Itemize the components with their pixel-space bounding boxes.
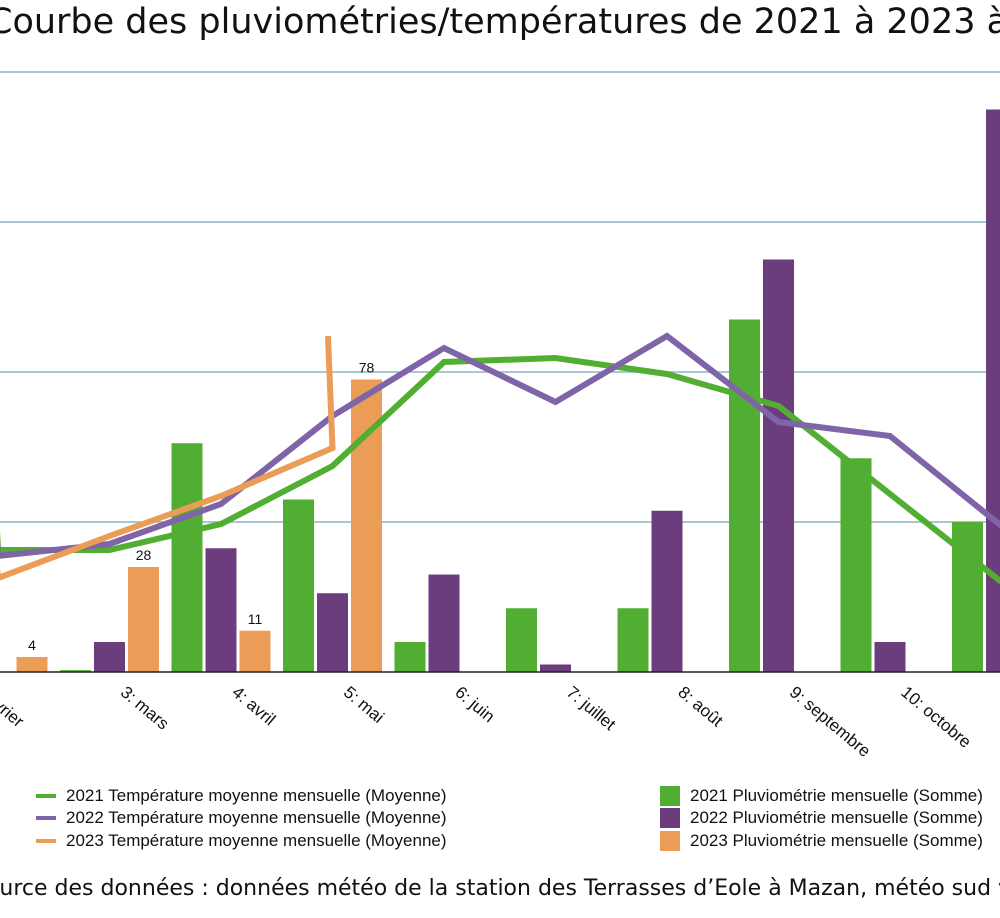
- x-tick-label: 2: février: [0, 674, 28, 731]
- legend-item-temp-2022: 2022 Température moyenne mensuelle (Moye…: [36, 807, 447, 829]
- x-axis: 2: février 3: mars 4: avril 5: mai 6: juin 7:…: [0, 671, 1000, 761]
- legend-label: 2021 Pluviométrie mensuelle (Somme): [690, 786, 983, 805]
- x-tick-label: 3: mars: [117, 683, 173, 734]
- legend-swatch: [36, 816, 56, 820]
- legend-label: 2023 Température moyenne mensuelle (Moye…: [66, 831, 447, 850]
- bar: [651, 510, 683, 672]
- data-label: 78: [359, 360, 375, 376]
- bar: [729, 319, 760, 672]
- line-2023: [0, 335, 336, 581]
- x-tick-label: 9: septembre: [786, 683, 874, 761]
- bar: [283, 499, 314, 672]
- source-note: Source des données : données météo de la…: [0, 876, 1000, 901]
- grid-lines: [0, 71, 1000, 523]
- bar: [94, 642, 125, 672]
- data-label: 11: [248, 611, 263, 627]
- x-tick-label: 8: août: [674, 683, 726, 731]
- bar: [128, 567, 159, 672]
- data-label: 4: [28, 637, 36, 653]
- x-tick-label: 6: juin: [451, 683, 498, 727]
- legend-item-temp-2021: 2021 Température moyenne mensuelle (Moye…: [36, 785, 447, 807]
- bar: [394, 642, 426, 672]
- bar: [171, 443, 203, 672]
- legend-label: 2021 Température moyenne mensuelle (Moye…: [66, 786, 447, 805]
- line-series: [0, 332, 1000, 585]
- legend-item-rain-2021: 2021 Pluviométrie mensuelle (Somme): [660, 785, 983, 807]
- bar-series: [16, 109, 1000, 672]
- bar: [986, 109, 1000, 672]
- legend-item-rain-2022: 2022 Pluviométrie mensuelle (Somme): [660, 807, 983, 829]
- x-tick-label: 10: octobre: [897, 683, 974, 752]
- bar: [874, 642, 906, 672]
- bar: [506, 608, 537, 672]
- combo-chart: 4 28 11 78 2: février 3: mars 4: avril 5: mai 6…: [0, 71, 1000, 761]
- legend-label: 2023 Pluviométrie mensuelle (Somme): [690, 831, 983, 850]
- legend-swatch: [36, 839, 56, 843]
- bar: [317, 593, 348, 672]
- data-labels: 4 28 11 78: [28, 360, 374, 654]
- data-label: 28: [136, 547, 152, 563]
- bar: [840, 458, 872, 672]
- legend-item-rain-2023: 2023 Pluviométrie mensuelle (Somme): [660, 830, 983, 852]
- x-tick-label: 7: juillet: [563, 683, 620, 735]
- legend-item-temp-2023: 2023 Température moyenne mensuelle (Moye…: [36, 830, 447, 852]
- x-tick-label: 5: mai: [340, 683, 388, 727]
- chart-title: Courbe des pluviométries/températures de…: [0, 2, 1000, 42]
- x-tick-label: 4: avril: [228, 683, 279, 730]
- legend-label: 2022 Pluviométrie mensuelle (Somme): [690, 808, 983, 827]
- bar: [16, 657, 48, 672]
- legend-swatch: [660, 831, 680, 851]
- bar: [763, 259, 794, 672]
- bar: [428, 574, 460, 672]
- bar: [239, 630, 271, 672]
- legend-swatch: [36, 794, 56, 798]
- bar: [60, 670, 91, 672]
- legend-label: 2022 Température moyenne mensuelle (Moye…: [66, 808, 447, 827]
- bar: [617, 608, 649, 672]
- bar: [540, 664, 571, 672]
- legend-swatch: [660, 808, 680, 828]
- bar: [205, 548, 237, 672]
- legend-swatch: [660, 786, 680, 806]
